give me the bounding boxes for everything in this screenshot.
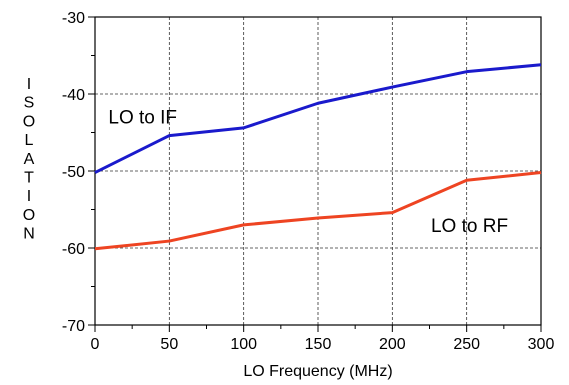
y-axis-label-letter: T — [24, 170, 34, 187]
axes — [88, 16, 542, 332]
y-axis-label-letter: L — [25, 132, 34, 149]
y-axis-label-letter: S — [24, 95, 35, 112]
tick-labels: 0 50 100 150 200 250 300 -70 -60 -50 -40 -30 — [62, 10, 555, 353]
y-axis-label-letter: O — [23, 207, 35, 224]
x-tick-label: 100 — [230, 336, 257, 353]
series-lines — [94, 63, 542, 251]
series-annotation: LO to IF — [108, 107, 177, 128]
y-tick-label: -30 — [62, 10, 85, 27]
grid-lines — [95, 17, 541, 325]
series-line — [94, 63, 542, 174]
annotations: LO to IF LO to RF — [108, 107, 508, 237]
y-axis-label-letter: O — [23, 113, 35, 130]
x-tick-label: 250 — [453, 336, 480, 353]
y-tick-label: -50 — [62, 164, 85, 181]
axis-labels: LO Frequency (MHz) — [243, 363, 392, 380]
y-tick-label: -70 — [62, 318, 85, 335]
x-tick-label: 150 — [305, 336, 332, 353]
series-line — [94, 171, 542, 251]
y-axis-label-letter: I — [27, 188, 31, 205]
series-annotation: LO to RF — [431, 216, 508, 237]
x-axis-label: LO Frequency (MHz) — [243, 363, 392, 380]
y-tick-label: -40 — [62, 87, 85, 104]
x-tick-label: 200 — [379, 336, 406, 353]
x-tick-label: 50 — [160, 336, 178, 353]
y-tick-label: -60 — [62, 241, 85, 258]
x-tick-label: 300 — [528, 336, 555, 353]
y-axis-label-letter: N — [23, 226, 35, 243]
y-axis-label-letter: I — [27, 76, 31, 93]
y-axis-label-letter: A — [24, 151, 35, 168]
x-tick-label: 0 — [91, 336, 100, 353]
